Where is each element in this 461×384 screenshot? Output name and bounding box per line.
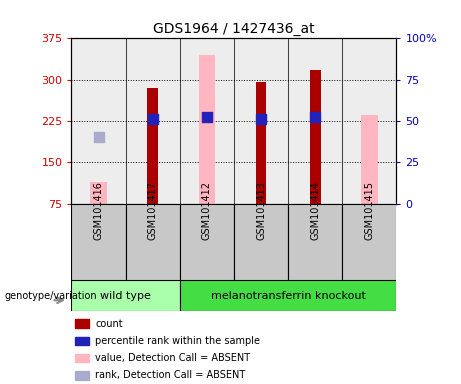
Title: GDS1964 / 1427436_at: GDS1964 / 1427436_at <box>153 22 315 36</box>
Bar <box>342 38 396 204</box>
Bar <box>75 371 89 379</box>
Text: melanotransferrin knockout: melanotransferrin knockout <box>211 291 366 301</box>
Bar <box>71 280 180 311</box>
Bar <box>75 337 89 345</box>
Text: wild type: wild type <box>100 291 151 301</box>
Bar <box>125 38 180 204</box>
Bar <box>71 204 125 280</box>
Text: percentile rank within the sample: percentile rank within the sample <box>95 336 260 346</box>
Text: GSM101416: GSM101416 <box>94 182 104 240</box>
Point <box>203 114 211 120</box>
Text: GSM101412: GSM101412 <box>202 181 212 240</box>
Bar <box>234 38 288 204</box>
Bar <box>288 38 342 204</box>
Point <box>149 116 156 122</box>
Bar <box>75 354 89 362</box>
Bar <box>125 204 180 280</box>
Text: genotype/variation: genotype/variation <box>5 291 97 301</box>
Point <box>257 116 265 122</box>
Text: rank, Detection Call = ABSENT: rank, Detection Call = ABSENT <box>95 370 246 381</box>
Bar <box>199 55 215 204</box>
Bar <box>75 319 89 328</box>
Point <box>95 134 102 141</box>
Bar <box>255 83 266 204</box>
Text: GSM101417: GSM101417 <box>148 181 158 240</box>
Bar <box>288 204 342 280</box>
Point <box>312 114 319 120</box>
Bar <box>180 38 234 204</box>
Bar <box>71 38 125 204</box>
Bar <box>361 116 378 204</box>
Text: GSM101413: GSM101413 <box>256 182 266 240</box>
Text: count: count <box>95 318 123 329</box>
Bar <box>180 204 234 280</box>
Bar <box>90 182 106 204</box>
Bar <box>147 88 158 204</box>
Text: value, Detection Call = ABSENT: value, Detection Call = ABSENT <box>95 353 251 363</box>
Text: GSM101415: GSM101415 <box>364 181 374 240</box>
Bar <box>310 70 320 204</box>
Bar <box>180 280 396 311</box>
Bar <box>342 204 396 280</box>
Text: GSM101414: GSM101414 <box>310 182 320 240</box>
Bar <box>234 204 288 280</box>
